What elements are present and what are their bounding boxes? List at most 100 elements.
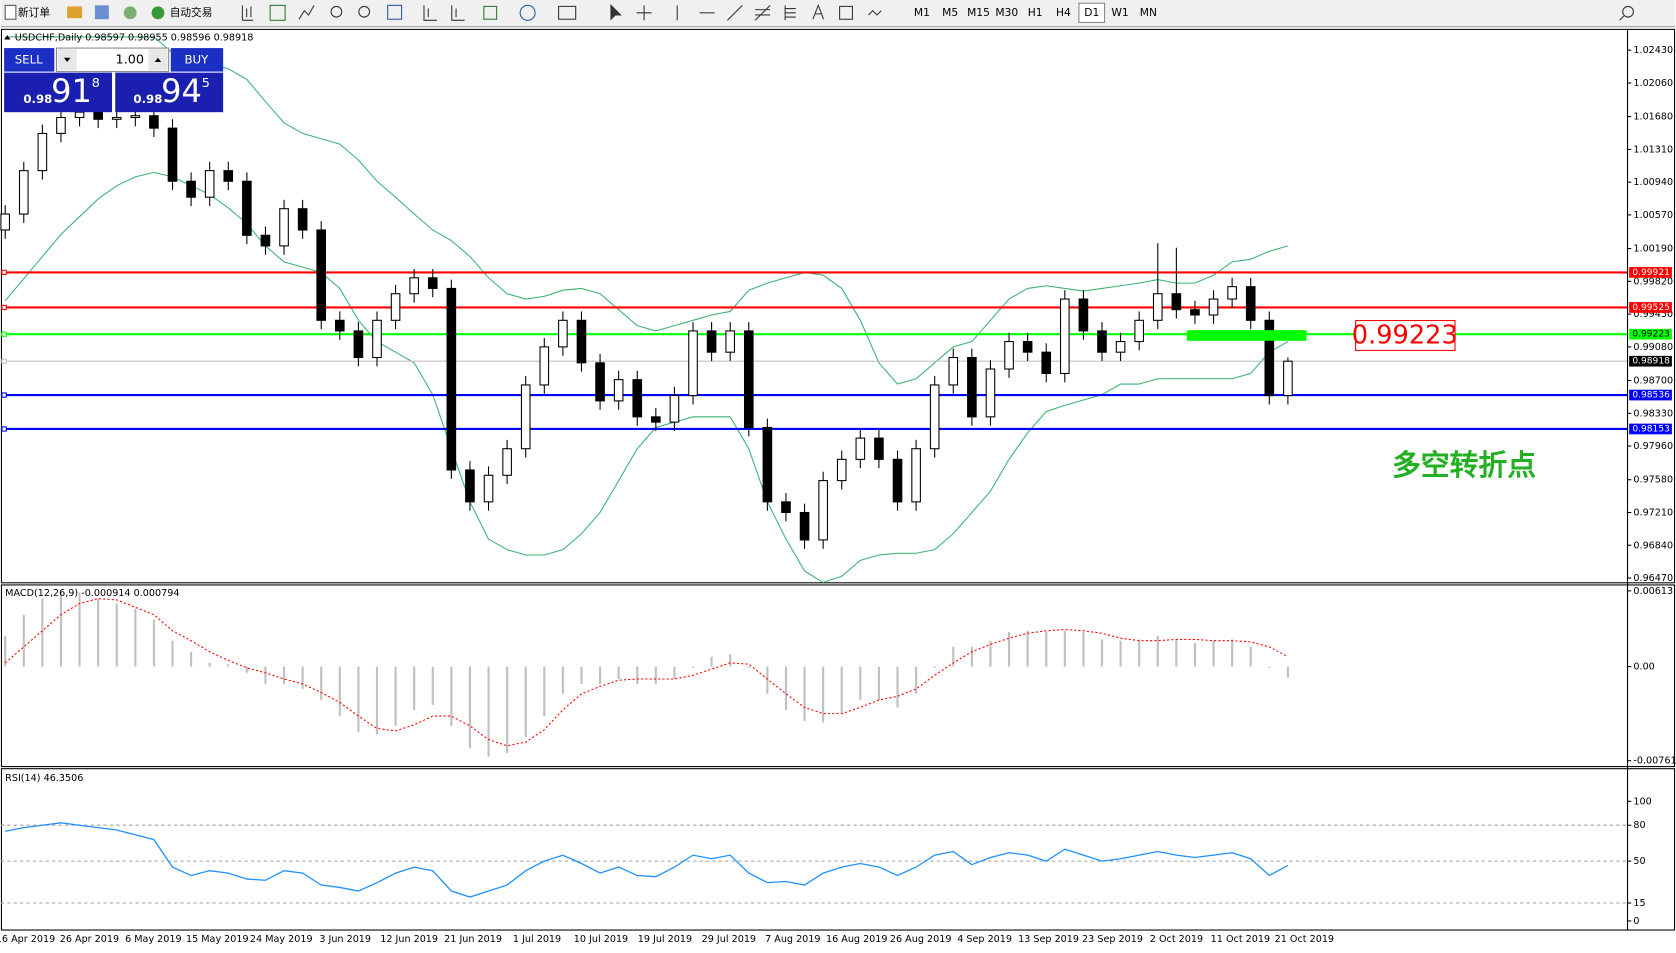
level-label: 0.98918	[1632, 357, 1670, 367]
macd-bar	[357, 666, 360, 733]
candle-body	[669, 395, 680, 423]
tool-icon[interactable]	[868, 9, 882, 16]
sell-price-box[interactable]	[4, 72, 113, 113]
buy-button[interactable]	[170, 48, 224, 72]
y-tick-label: 0.99080	[1633, 342, 1673, 353]
y-tick-label: 0.99450	[1633, 309, 1673, 320]
y-tick-label: 80	[1633, 820, 1645, 831]
macd-bar	[896, 666, 899, 708]
tool-icon[interactable]	[298, 5, 315, 20]
tool-icon[interactable]	[727, 4, 743, 21]
timeframe[interactable]: W1	[1111, 6, 1128, 19]
macd-bar	[301, 666, 304, 689]
candle-body	[372, 319, 382, 359]
auto-trading[interactable]: 自动交易	[170, 6, 213, 19]
macd-bar	[115, 603, 118, 667]
macd-bar	[729, 654, 732, 667]
tool-icon[interactable]	[558, 5, 577, 20]
timeframe[interactable]: MN	[1140, 6, 1157, 19]
y-tick-label: 0.97210	[1633, 507, 1673, 518]
lots-box[interactable]	[55, 47, 170, 73]
tool-icon[interactable]	[387, 4, 403, 20]
candle-body	[316, 229, 327, 321]
sell-label[interactable]: SELL	[15, 52, 43, 66]
level-label-bg	[1629, 267, 1672, 278]
candle-body	[781, 501, 791, 514]
level-label: 0.98536	[1632, 391, 1670, 401]
tool-icon[interactable]	[483, 5, 498, 20]
new-order[interactable]: 新订单	[18, 6, 50, 19]
tool-icon[interactable]	[67, 6, 83, 19]
sell-button[interactable]	[4, 48, 55, 72]
buy-label[interactable]: BUY	[185, 52, 210, 66]
price-callout: 0.99223	[1352, 321, 1458, 351]
tool-icon[interactable]	[839, 5, 853, 20]
y-tick-label: 0.98700	[1633, 376, 1673, 387]
tool-icon[interactable]	[451, 5, 465, 21]
new-order-icon[interactable]	[4, 4, 17, 20]
x-tick-label: 15 May 2019	[186, 934, 249, 945]
macd-bar	[803, 666, 806, 722]
timeframe[interactable]: M15	[967, 6, 990, 19]
tool-icon[interactable]	[784, 5, 796, 21]
candle-body	[725, 330, 736, 353]
macd-bar	[691, 666, 695, 668]
y-tick-label: 1.00190	[1633, 244, 1673, 255]
macd-bar	[822, 666, 825, 723]
macd-bar	[59, 592, 63, 667]
tool-icon[interactable]	[636, 5, 652, 21]
macd-bar	[41, 598, 44, 667]
note: 多空转折点	[1392, 448, 1536, 482]
lots-value[interactable]: 1.00	[116, 52, 145, 67]
x-tick-label: 26 Aug 2019	[890, 934, 952, 945]
candle-body	[149, 115, 159, 129]
macd-bar	[636, 666, 639, 684]
candle-body	[1208, 298, 1219, 316]
tool-icon[interactable]	[358, 5, 371, 18]
search-icon[interactable]	[1619, 15, 1625, 21]
candle-body	[613, 379, 624, 402]
x-tick-label: 19 Jul 2019	[638, 934, 692, 945]
tool-icon[interactable]	[754, 4, 771, 21]
macd-bar	[338, 666, 341, 717]
y-tick-label: 1.01310	[1633, 144, 1673, 155]
candle-body	[743, 330, 754, 428]
timeframe[interactable]: M30	[995, 6, 1018, 19]
macd-bar	[1156, 635, 1159, 667]
tool-icon[interactable]	[423, 5, 437, 21]
tool-icon[interactable]	[610, 4, 622, 21]
timeframe[interactable]: H4	[1056, 6, 1071, 19]
candle-body	[223, 170, 234, 182]
candle-body	[1060, 298, 1070, 374]
x-tick-label: 21 Oct 2019	[1275, 934, 1334, 945]
timeframe[interactable]: M5	[942, 6, 958, 19]
buy-price-box[interactable]	[115, 72, 224, 113]
macd-bar	[264, 666, 267, 684]
y-tick-label: 0.97960	[1633, 441, 1673, 452]
tool-icon[interactable]	[241, 5, 254, 21]
candle-body	[446, 287, 457, 471]
x-tick-label: 10 Jul 2019	[574, 934, 628, 945]
price-callout-box	[1355, 319, 1456, 351]
timeframe[interactable]: H1	[1028, 6, 1043, 19]
collapse-icon[interactable]	[4, 35, 11, 40]
timeframe[interactable]: M1	[914, 6, 930, 19]
timeframe[interactable]: D1	[1084, 6, 1099, 19]
macd-bar	[1249, 646, 1252, 667]
auto-trading-icon[interactable]	[151, 6, 165, 20]
tool-icon[interactable]	[519, 4, 536, 21]
macd-bar	[413, 666, 416, 710]
tool-icon[interactable]	[123, 6, 137, 20]
search-icon[interactable]	[1622, 5, 1634, 18]
tool-icon[interactable]	[269, 4, 286, 21]
candle-body	[93, 111, 103, 120]
candle-body	[111, 116, 122, 120]
tool-icon[interactable]	[94, 5, 109, 20]
sell-price-small: 8	[92, 76, 100, 91]
macd-bar	[784, 666, 788, 710]
candle-body	[335, 319, 345, 332]
macd-bar	[22, 614, 25, 667]
tool-icon[interactable]	[330, 5, 343, 18]
tool-icon[interactable]	[812, 3, 825, 20]
candle-body	[632, 379, 643, 418]
